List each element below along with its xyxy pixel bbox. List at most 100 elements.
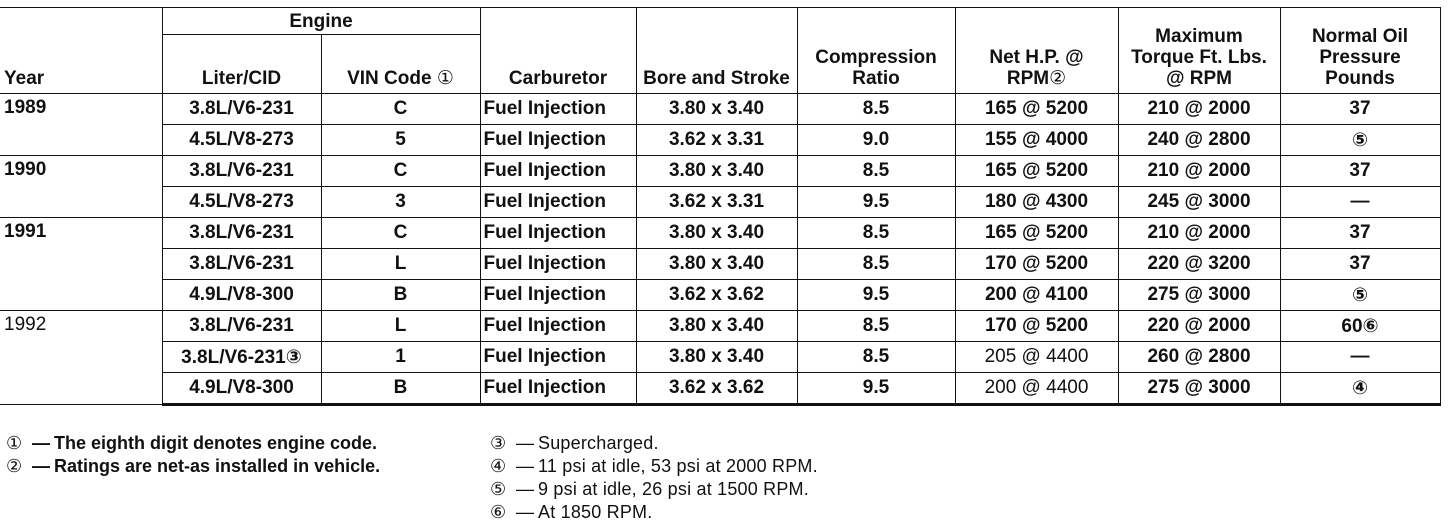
footnote-mark: ④ [490,456,507,476]
header-compression-text: Compression Ratio [815,47,937,89]
cell-liter: 3.8L/V6-231 [161,217,322,249]
cell-torque: 260 @ 2800 [1117,341,1281,373]
cell-carb: Fuel Injection [479,279,637,311]
cell-oil: 37 [1279,217,1441,249]
header-carburetor: Carburetor [479,7,637,94]
footnote-dash: — [32,456,50,476]
footnote: ① — The eighth digit denotes engine code… [6,432,466,455]
footnote-text: The eighth digit denotes engine code. [54,433,378,453]
cell-vin: 3 [320,186,481,218]
footnote-mark: ⑥ [490,502,507,522]
cell-hp: 200 @ 4100 [954,279,1119,311]
header-vin-code-mark: ① [436,68,454,89]
cell-bore: 3.80 x 3.40 [635,217,798,249]
cell-oil: ⑤ [1279,279,1441,311]
footnote: ③ — Supercharged. [490,432,1190,455]
cell-liter: 3.8L/V6-231 [161,248,322,280]
cell-bore: 3.80 x 3.40 [635,93,798,125]
header-engine: Engine [161,7,481,35]
cell-liter: 4.9L/V8-300 [161,372,322,406]
cell-oil: ④ [1279,372,1441,406]
cell-vin: B [320,372,481,406]
cell-oil: ⑤ [1279,124,1441,156]
cell-bore: 3.62 x 3.62 [635,279,798,311]
cell-liter: 3.8L/V6-231 [161,155,322,187]
cell-comp: 8.5 [796,93,956,125]
cell-carb: Fuel Injection [479,310,637,342]
header-torque: Maximum Torque Ft. Lbs. @ RPM [1117,7,1281,94]
table-row: 1989 3.8L/V6-231 C Fuel Injection 3.80 x… [0,93,1441,156]
cell-carb: Fuel Injection [479,217,637,249]
header-bore-stroke: Bore and Stroke [635,7,798,94]
cell-comp: 8.5 [796,248,956,280]
cell-hp: 165 @ 5200 [954,93,1119,125]
cell-torque: 210 @ 2000 [1117,93,1281,125]
footnote-dash: — [32,433,50,453]
cell-carb: Fuel Injection [479,93,637,125]
cell-hp: 205 @ 4400 [954,341,1119,373]
cell-liter: 4.5L/V8-273 [161,186,322,218]
footnote-mark: ① [6,433,23,453]
cell-comp: 9.0 [796,124,956,156]
header-bore-stroke-text: Bore and Stroke [643,68,790,89]
cell-carb: Fuel Injection [479,372,637,406]
footnote-dash: — [516,502,534,522]
cell-hp: 170 @ 5200 [954,310,1119,342]
footnote-text: 9 psi at idle, 26 psi at 1500 RPM. [538,479,809,499]
header-net-hp: Net H.P. @ RPM② [954,7,1119,94]
row-year: 1992 [0,310,163,405]
footnote: ⑤ — 9 psi at idle, 26 psi at 1500 RPM. [490,478,1190,501]
cell-carb: Fuel Injection [479,248,637,280]
cell-vin: L [320,310,481,342]
cell-vin: C [320,93,481,125]
table-row: 1992 3.8L/V6-231 L Fuel Injection 3.80 x… [0,310,1441,405]
footnote-text: 11 psi at idle, 53 psi at 2000 RPM. [538,456,818,476]
footnote-text: At 1850 RPM. [538,502,653,522]
cell-vin: C [320,217,481,249]
table-row: 4.5L/V8-273 5 Fuel Injection 3.62 x 3.31… [0,124,1441,156]
cell-bore: 3.62 x 3.31 [635,124,798,156]
cell-comp: 9.5 [796,186,956,218]
header-vin-code-text: VIN Code [347,68,432,89]
cell-liter: 3.8L/V6-231③ [161,341,322,373]
table-row: 4.9L/V8-300 B Fuel Injection 3.62 x 3.62… [0,279,1441,311]
cell-vin: 5 [320,124,481,156]
cell-comp: 8.5 [796,217,956,249]
footnote-mark: ③ [490,433,507,453]
cell-comp: 9.5 [796,279,956,311]
cell-oil: 37 [1279,248,1441,280]
cell-torque: 220 @ 3200 [1117,248,1281,280]
footnote-mark: ⑤ [490,479,507,499]
footnotes: ① — The eighth digit denotes engine code… [0,432,1440,530]
cell-hp: 170 @ 5200 [954,248,1119,280]
header-year: Year [0,7,163,94]
cell-torque: 240 @ 2800 [1117,124,1281,156]
cell-torque: 275 @ 3000 [1117,372,1281,406]
table-row: 3.8L/V6-231 L Fuel Injection 3.80 x 3.40… [0,248,1441,280]
cell-carb: Fuel Injection [479,341,637,373]
cell-hp: 180 @ 4300 [954,186,1119,218]
cell-bore: 3.80 x 3.40 [635,341,798,373]
cell-vin: 1 [320,341,481,373]
header-net-hp-mark: ② [1049,68,1067,89]
table-row: 4.5L/V8-273 3 Fuel Injection 3.62 x 3.31… [0,186,1441,218]
cell-carb: Fuel Injection [479,186,637,218]
cell-liter: 3.8L/V6-231 [161,93,322,125]
engine-spec-table: Year Engine Carburetor Bore and Stroke C… [0,7,1441,406]
cell-oil: 60⑥ [1279,310,1441,342]
header-oil-pressure: Normal Oil Pressure Pounds [1279,7,1441,94]
header-vin-code: VIN Code ① [320,34,481,94]
footnote: ⑥ — At 1850 RPM. [490,501,1190,524]
header-oil-pressure-text: Normal Oil Pressure Pounds [1311,26,1409,89]
row-year: 1990 [0,155,163,218]
footnote-dash: — [516,456,534,476]
footnote: ② — Ratings are net-as installed in vehi… [6,455,466,478]
cell-comp: 8.5 [796,155,956,187]
footnote: ④ — 11 psi at idle, 53 psi at 2000 RPM. [490,455,1190,478]
header-liter-cid: Liter/CID [161,34,322,94]
cell-hp: 200 @ 4400 [954,372,1119,406]
header-net-hp-text: Net H.P. @ RPM [989,47,1084,89]
cell-torque: 220 @ 2000 [1117,310,1281,342]
cell-comp: 9.5 [796,372,956,406]
